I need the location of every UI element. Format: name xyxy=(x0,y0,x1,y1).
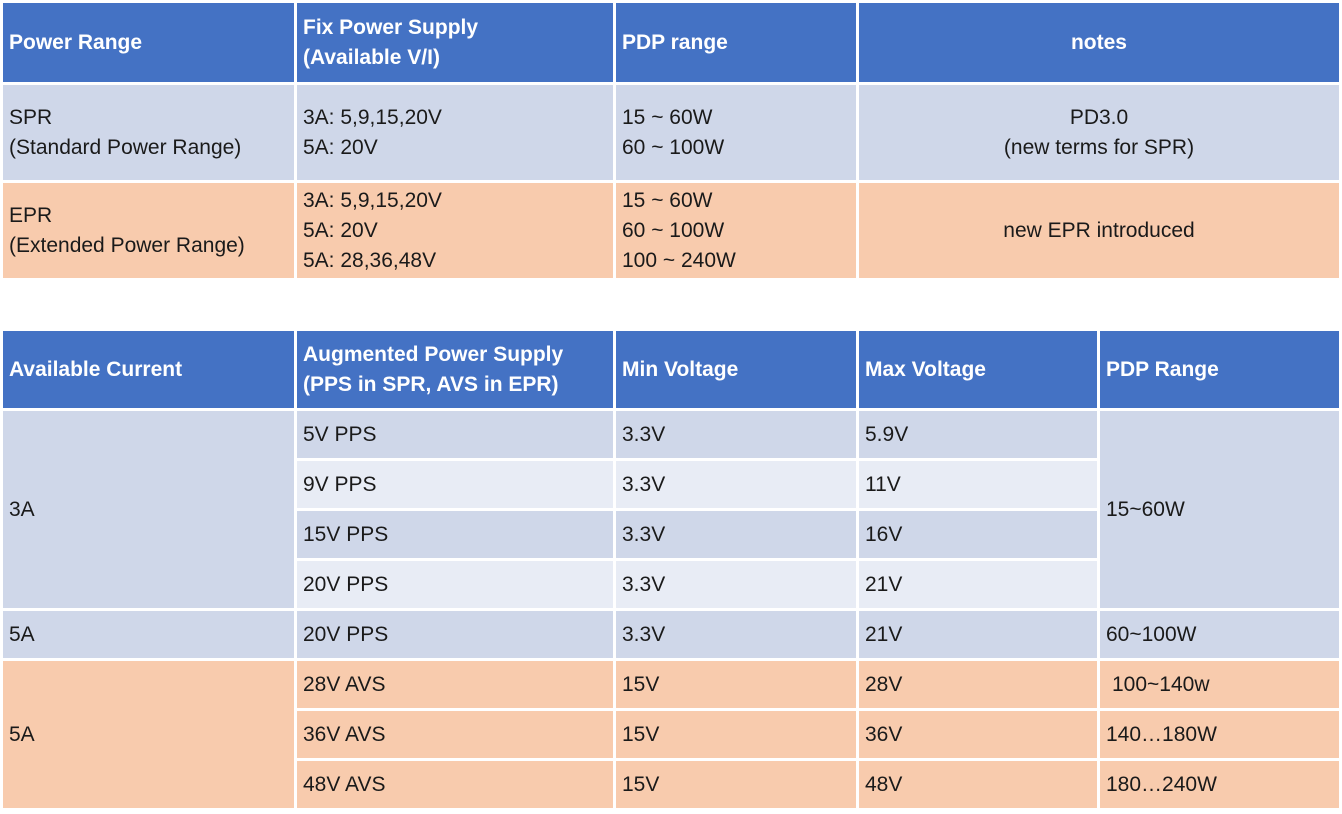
header-row: Power Range Fix Power Supply (Available … xyxy=(3,3,1339,82)
table-row: 5A 20V PPS 3.3V 21V 60~100W xyxy=(3,611,1339,658)
cell-max-voltage: 16V xyxy=(859,511,1097,558)
cell-max-voltage: 48V xyxy=(859,761,1097,808)
table-row-spr: SPR (Standard Power Range) 3A: 5,9,15,20… xyxy=(3,85,1339,180)
cell-line: (Standard Power Range) xyxy=(9,135,242,159)
header-line: Augmented Power Supply xyxy=(303,342,564,366)
cell-line: 5A: 20V xyxy=(303,135,378,159)
cell-available-current: 3A xyxy=(3,411,294,608)
header-fix-power-supply: Fix Power Supply (Available V/I) xyxy=(297,3,613,82)
cell-max-voltage: 5.9V xyxy=(859,411,1097,458)
cell-min-voltage: 3.3V xyxy=(616,511,856,558)
header-power-range: Power Range xyxy=(3,3,294,82)
cell-fix-supply: 3A: 5,9,15,20V 5A: 20V xyxy=(297,85,613,180)
table-row: 3A 5V PPS 3.3V 5.9V 15~60W xyxy=(3,411,1339,608)
cell-notes: new EPR introduced xyxy=(859,183,1339,278)
table-row: 9V PPS 3.3V 11V xyxy=(3,461,1339,508)
cell-pdp-range: 100~140w xyxy=(1100,661,1339,708)
table-row-epr: EPR (Extended Power Range) 3A: 5,9,15,20… xyxy=(3,183,1339,278)
header-line: Fix Power Supply xyxy=(303,15,479,39)
cell-pdp-range: 15 ~ 60W 60 ~ 100W 100 ~ 240W xyxy=(616,183,856,278)
cell-power-range: SPR (Standard Power Range) xyxy=(3,85,294,180)
cell-line: 60 ~ 100W xyxy=(622,135,725,159)
header-notes: notes xyxy=(859,3,1339,82)
header-available-current: Available Current xyxy=(3,331,294,408)
table-row: 48V AVS 15V 48V 180…240W xyxy=(3,761,1339,808)
cell-line: 3A: 5,9,15,20V xyxy=(303,188,442,212)
cell-available-current: 5A xyxy=(3,661,294,808)
cell-min-voltage: 3.3V xyxy=(616,411,856,458)
header-max-voltage: Max Voltage xyxy=(859,331,1097,408)
cell-notes: PD3.0 (new terms for SPR) xyxy=(859,85,1339,180)
cell-pdp-range: 15 ~ 60W 60 ~ 100W xyxy=(616,85,856,180)
cell-line: EPR xyxy=(9,203,53,227)
power-range-table: Power Range Fix Power Supply (Available … xyxy=(0,0,1342,281)
cell-min-voltage: 15V xyxy=(616,711,856,758)
cell-max-voltage: 21V xyxy=(859,561,1097,608)
augmented-power-supply-table: Available Current Augmented Power Supply… xyxy=(0,328,1342,811)
cell-supply: 20V PPS xyxy=(297,561,613,608)
cell-supply: 20V PPS xyxy=(297,611,613,658)
cell-supply: 15V PPS xyxy=(297,511,613,558)
cell-max-voltage: 36V xyxy=(859,711,1097,758)
cell-line: 15 ~ 60W xyxy=(622,188,713,212)
cell-line: 5A: 20V xyxy=(303,218,378,242)
header-min-voltage: Min Voltage xyxy=(616,331,856,408)
table-row: 15V PPS 3.3V 16V xyxy=(3,511,1339,558)
cell-power-range: EPR (Extended Power Range) xyxy=(3,183,294,278)
cell-pdp-range: 180…240W xyxy=(1100,761,1339,808)
cell-min-voltage: 3.3V xyxy=(616,611,856,658)
cell-supply: 9V PPS xyxy=(297,461,613,508)
header-line: (PPS in SPR, AVS in EPR) xyxy=(303,372,559,396)
header-line: (Available V/I) xyxy=(303,45,440,69)
cell-supply: 36V AVS xyxy=(297,711,613,758)
header-pdp-range: PDP range xyxy=(616,3,856,82)
cell-pdp-range: 140…180W xyxy=(1100,711,1339,758)
cell-pdp-range: 60~100W xyxy=(1100,611,1339,658)
cell-line: (new terms for SPR) xyxy=(1003,135,1195,159)
header-pdp-range: PDP Range xyxy=(1100,331,1339,408)
cell-line: (Extended Power Range) xyxy=(9,233,245,257)
cell-line: SPR xyxy=(9,105,53,129)
cell-min-voltage: 3.3V xyxy=(616,461,856,508)
header-row: Available Current Augmented Power Supply… xyxy=(3,331,1339,408)
table-row: 36V AVS 15V 36V 140…180W xyxy=(3,711,1339,758)
cell-supply: 48V AVS xyxy=(297,761,613,808)
cell-fix-supply: 3A: 5,9,15,20V 5A: 20V 5A: 28,36,48V xyxy=(297,183,613,278)
cell-line: 15 ~ 60W xyxy=(622,105,713,129)
cell-max-voltage: 11V xyxy=(859,461,1097,508)
cell-min-voltage: 15V xyxy=(616,761,856,808)
cell-min-voltage: 15V xyxy=(616,661,856,708)
cell-supply: 5V PPS xyxy=(297,411,613,458)
table-row: 5A 28V AVS 15V 28V 100~140w xyxy=(3,661,1339,808)
table-row: 20V PPS 3.3V 21V xyxy=(3,561,1339,608)
cell-available-current: 5A xyxy=(3,611,294,658)
cell-max-voltage: 28V xyxy=(859,661,1097,708)
cell-line: 100 ~ 240W xyxy=(622,248,736,272)
cell-line: 3A: 5,9,15,20V xyxy=(303,105,442,129)
cell-pdp-range: 15~60W xyxy=(1100,411,1339,608)
cell-min-voltage: 3.3V xyxy=(616,561,856,608)
cell-line: new EPR introduced xyxy=(1003,218,1195,242)
cell-line: 60 ~ 100W xyxy=(622,218,725,242)
cell-max-voltage: 21V xyxy=(859,611,1097,658)
cell-supply: 28V AVS xyxy=(297,661,613,708)
header-augmented-power-supply: Augmented Power Supply (PPS in SPR, AVS … xyxy=(297,331,613,408)
cell-line: 5A: 28,36,48V xyxy=(303,248,437,272)
cell-line: PD3.0 xyxy=(1069,105,1129,129)
